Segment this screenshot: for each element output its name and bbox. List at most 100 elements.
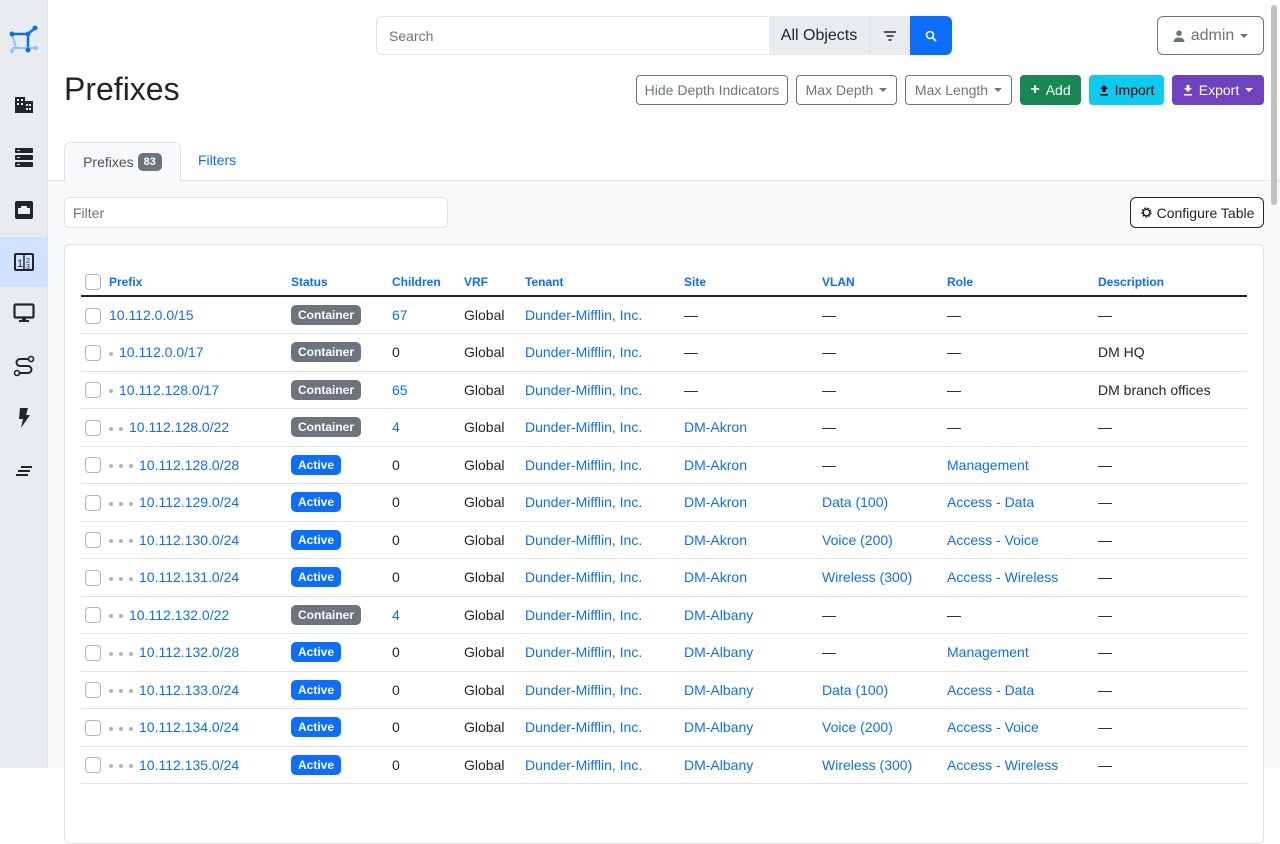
- tab-prefixes[interactable]: Prefixes 83: [64, 142, 181, 181]
- checkbox[interactable]: [85, 344, 101, 361]
- column-header-vlan[interactable]: VLAN: [818, 265, 943, 297]
- site-link[interactable]: DM-Albany: [684, 644, 754, 661]
- search-input[interactable]: [376, 16, 769, 55]
- tab-filters[interactable]: Filters: [198, 152, 237, 168]
- tenant-link[interactable]: Dunder-Mifflin, Inc.: [525, 419, 643, 436]
- row-checkbox[interactable]: [81, 596, 105, 634]
- row-checkbox[interactable]: [81, 746, 105, 784]
- children-link[interactable]: 4: [392, 419, 400, 436]
- search-scope-dropdown[interactable]: All Objects: [769, 16, 870, 55]
- tenant-link[interactable]: Dunder-Mifflin, Inc.: [525, 644, 643, 661]
- prefix-link[interactable]: 10.112.130.0/24: [139, 531, 240, 548]
- tenant-link[interactable]: Dunder-Mifflin, Inc.: [525, 531, 643, 548]
- role-link[interactable]: Access - Wireless: [947, 569, 1059, 586]
- checkbox[interactable]: [85, 607, 101, 624]
- checkbox[interactable]: [85, 569, 101, 586]
- column-header-site[interactable]: Site: [680, 265, 818, 297]
- row-checkbox[interactable]: [81, 408, 105, 447]
- tenant-link[interactable]: Dunder-Mifflin, Inc.: [525, 569, 643, 586]
- role-link[interactable]: Access - Voice: [947, 719, 1039, 736]
- quick-filter-input[interactable]: [64, 197, 448, 228]
- site-link[interactable]: DM-Akron: [684, 494, 748, 511]
- checkbox[interactable]: [85, 682, 101, 699]
- export-dropdown[interactable]: Export: [1172, 75, 1264, 105]
- role-link[interactable]: Access - Data: [947, 494, 1035, 511]
- checkbox[interactable]: [85, 382, 101, 399]
- max-depth-dropdown[interactable]: Max Depth: [796, 75, 897, 105]
- devices-icon[interactable]: [0, 133, 47, 183]
- max-length-dropdown[interactable]: Max Length: [905, 75, 1012, 105]
- row-checkbox[interactable]: [81, 633, 105, 672]
- role-link[interactable]: Management: [947, 644, 1029, 661]
- site-link[interactable]: DM-Akron: [684, 531, 748, 548]
- site-link[interactable]: DM-Akron: [684, 419, 748, 436]
- checkbox[interactable]: [85, 307, 101, 324]
- role-link[interactable]: Management: [947, 456, 1029, 473]
- tenant-link[interactable]: Dunder-Mifflin, Inc.: [525, 756, 643, 773]
- tenant-link[interactable]: Dunder-Mifflin, Inc.: [525, 456, 643, 473]
- site-link[interactable]: DM-Albany: [684, 756, 754, 773]
- checkbox[interactable]: [85, 457, 101, 474]
- prefix-link[interactable]: 10.112.132.0/22: [129, 606, 230, 623]
- logo-icon[interactable]: [0, 15, 47, 65]
- tenant-link[interactable]: Dunder-Mifflin, Inc.: [525, 719, 643, 736]
- user-menu-button[interactable]: admin: [1157, 16, 1264, 55]
- vlan-link[interactable]: Wireless (300): [822, 569, 913, 586]
- connections-icon[interactable]: [0, 185, 47, 235]
- organization-icon[interactable]: [0, 80, 47, 130]
- prefix-link[interactable]: 10.112.131.0/24: [139, 569, 240, 586]
- checkbox[interactable]: [85, 719, 101, 736]
- tenant-link[interactable]: Dunder-Mifflin, Inc.: [525, 344, 643, 361]
- configure-table-button[interactable]: Configure Table: [1130, 197, 1264, 228]
- site-link[interactable]: DM-Akron: [684, 569, 748, 586]
- row-checkbox[interactable]: [81, 371, 105, 409]
- role-link[interactable]: Access - Wireless: [947, 756, 1059, 773]
- checkbox[interactable]: [85, 419, 101, 436]
- column-header-prefix[interactable]: Prefix: [105, 265, 287, 297]
- site-link[interactable]: DM-Albany: [684, 719, 754, 736]
- search-button[interactable]: [910, 16, 952, 55]
- checkbox[interactable]: [85, 494, 101, 511]
- row-checkbox[interactable]: [81, 671, 105, 709]
- column-header-vrf[interactable]: VRF: [460, 265, 521, 297]
- vlan-link[interactable]: Data (100): [822, 681, 889, 698]
- add-button[interactable]: + Add: [1020, 75, 1081, 105]
- role-link[interactable]: Access - Data: [947, 681, 1035, 698]
- row-checkbox[interactable]: [81, 708, 105, 747]
- checkbox[interactable]: [85, 757, 101, 774]
- vlan-link[interactable]: Voice (200): [822, 531, 893, 548]
- prefix-link[interactable]: 10.112.129.0/24: [139, 494, 240, 511]
- prefix-link[interactable]: 10.112.128.0/17: [119, 381, 220, 398]
- tenant-link[interactable]: Dunder-Mifflin, Inc.: [525, 681, 643, 698]
- vlan-link[interactable]: Wireless (300): [822, 756, 913, 773]
- select-all-checkbox[interactable]: [81, 265, 105, 297]
- row-checkbox[interactable]: [81, 558, 105, 597]
- checkbox[interactable]: [85, 644, 101, 661]
- site-link[interactable]: DM-Albany: [684, 606, 754, 623]
- prefix-link[interactable]: 10.112.132.0/28: [139, 644, 240, 661]
- prefix-link[interactable]: 10.112.128.0/28: [139, 456, 240, 473]
- column-header-tenant[interactable]: Tenant: [521, 265, 680, 297]
- row-checkbox[interactable]: [81, 446, 105, 484]
- tenant-link[interactable]: Dunder-Mifflin, Inc.: [525, 381, 643, 398]
- prefix-link[interactable]: 10.112.133.0/24: [139, 681, 240, 698]
- prefix-link[interactable]: 10.112.135.0/24: [139, 756, 240, 773]
- column-header-children[interactable]: Children: [388, 265, 460, 297]
- page-scrollbar[interactable]: [1271, 5, 1277, 205]
- vlan-link[interactable]: Voice (200): [822, 719, 893, 736]
- site-link[interactable]: DM-Akron: [684, 456, 748, 473]
- row-checkbox[interactable]: [81, 483, 105, 522]
- site-link[interactable]: DM-Albany: [684, 681, 754, 698]
- hide-depth-indicators-button[interactable]: Hide Depth Indicators: [636, 75, 788, 105]
- children-link[interactable]: 4: [392, 606, 400, 623]
- power-icon[interactable]: [0, 393, 47, 443]
- circuits-icon[interactable]: [0, 341, 47, 391]
- column-header-status[interactable]: Status: [287, 265, 388, 297]
- prefix-link[interactable]: 10.112.0.0/17: [119, 344, 204, 361]
- virtualization-icon[interactable]: [0, 288, 47, 338]
- vlan-link[interactable]: Data (100): [822, 494, 889, 511]
- row-checkbox[interactable]: [81, 296, 105, 334]
- prefix-link[interactable]: 10.112.0.0/15: [109, 307, 194, 323]
- row-checkbox[interactable]: [81, 333, 105, 372]
